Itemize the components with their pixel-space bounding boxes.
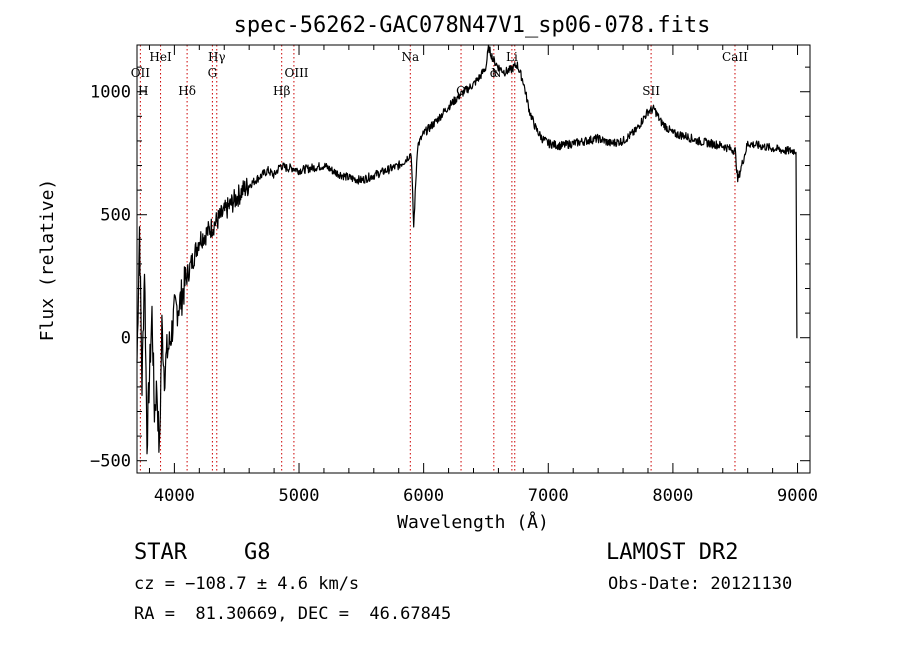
x-tick-label: 8000 [652,486,693,506]
line-label: Hδ [178,84,196,98]
chart-title: spec-56262-GAC078N47V1_sp06-078.fits [234,13,711,38]
line-label: Hβ [273,84,290,98]
y-tick-label: 500 [100,206,131,226]
line-label: N [491,66,502,80]
coordinates: RA = 81.30669, DEC = 46.67845 [134,604,452,624]
x-tick-label: 6000 [403,486,444,506]
y-tick-label: 1000 [90,83,131,103]
line-label: CaII [722,50,748,64]
x-tick-label: 7000 [528,486,569,506]
line-label: Li [506,50,518,64]
line-label: H [138,84,148,98]
spectrum-line [136,44,798,455]
object-subclass: G8 [244,540,271,565]
line-label: SII [642,84,660,98]
line-label: Hγ [208,50,226,64]
axis-ticks: 4000 5000 6000 7000 8000 9000 −500 0 500 1000 [90,45,818,506]
line-label: Na [401,50,419,64]
redshift-text: cz = −108.7 ± 4.6 km/s [134,574,360,594]
line-label: G [208,66,218,80]
x-tick-label: 5000 [279,486,320,506]
x-axis-label: Wavelength (Å) [397,511,549,533]
line-label: HeI [149,50,172,64]
x-tick-label: 4000 [154,486,195,506]
line-label: OII [131,66,151,80]
survey-name: LAMOST DR2 [606,540,739,565]
line-label: OIII [284,66,308,80]
y-tick-label: 0 [121,329,131,349]
line-label: α [490,66,498,80]
plot-frame [136,44,811,474]
y-axis-label: Flux (relative) [37,179,58,342]
line-markers [139,45,736,473]
y-tick-label: −500 [90,452,131,472]
x-tick-label: 9000 [777,486,818,506]
object-class: STAR [134,540,187,565]
obs-date: Obs-Date: 20121130 [608,574,793,594]
